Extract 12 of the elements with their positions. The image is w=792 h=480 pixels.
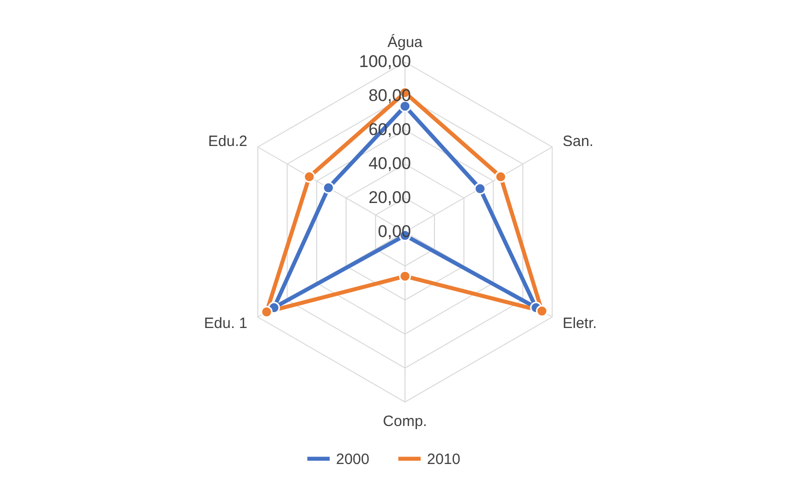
y-tick-label: 100,00: [359, 52, 411, 71]
spoke-label: Edu. 1: [204, 315, 248, 332]
legend-label: 2000: [336, 450, 370, 468]
spoke-label: Água: [387, 33, 424, 51]
y-tick-label: 40,00: [368, 154, 411, 173]
spoke-label: San.: [562, 133, 594, 150]
y-tick-label: 20,00: [368, 188, 411, 207]
legend-label: 2010: [427, 450, 460, 468]
spoke-label: Edu.2: [208, 133, 248, 150]
spoke-label: Comp.: [382, 413, 428, 430]
y-tick-label: 0,00: [378, 222, 411, 241]
spoke-label: Eletr.: [562, 315, 597, 332]
